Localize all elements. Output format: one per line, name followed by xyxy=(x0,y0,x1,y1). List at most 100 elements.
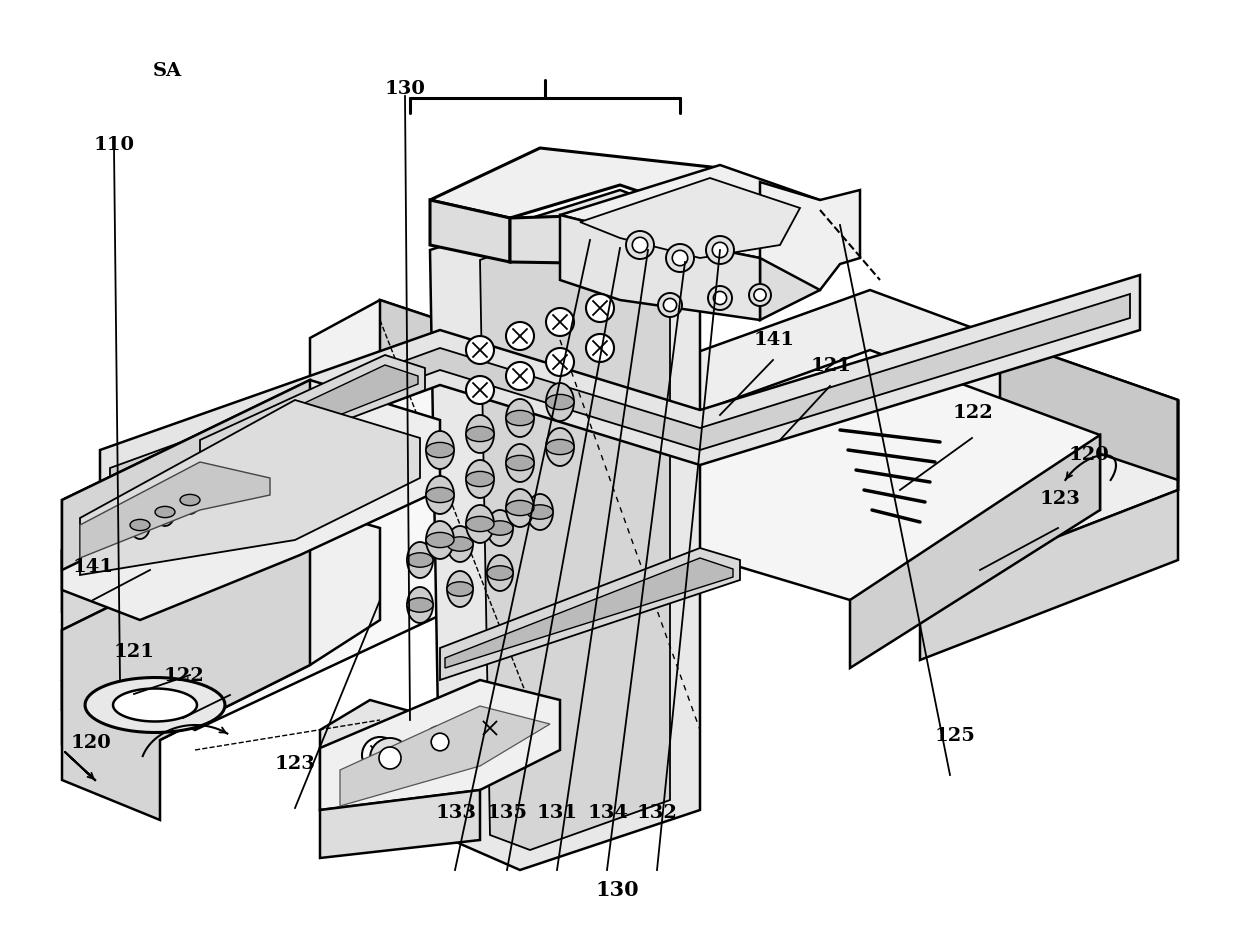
Polygon shape xyxy=(100,275,1140,510)
Ellipse shape xyxy=(446,526,472,562)
Circle shape xyxy=(466,376,494,404)
Ellipse shape xyxy=(546,383,574,421)
Circle shape xyxy=(546,348,574,376)
Polygon shape xyxy=(440,548,740,680)
Ellipse shape xyxy=(466,505,494,543)
Ellipse shape xyxy=(546,394,574,409)
Ellipse shape xyxy=(506,500,534,515)
Circle shape xyxy=(626,231,653,259)
Circle shape xyxy=(672,251,688,266)
Text: 131: 131 xyxy=(536,803,578,822)
Ellipse shape xyxy=(130,519,150,530)
Ellipse shape xyxy=(446,582,472,596)
Text: 135: 135 xyxy=(486,803,528,822)
Polygon shape xyxy=(620,350,1100,600)
Text: 121: 121 xyxy=(810,357,852,376)
Ellipse shape xyxy=(446,537,472,551)
Ellipse shape xyxy=(466,460,494,498)
Circle shape xyxy=(708,286,732,310)
Ellipse shape xyxy=(427,431,454,469)
Polygon shape xyxy=(135,358,370,558)
Ellipse shape xyxy=(506,399,534,437)
Circle shape xyxy=(666,244,694,272)
Ellipse shape xyxy=(466,472,494,487)
Ellipse shape xyxy=(527,505,553,519)
Polygon shape xyxy=(320,790,480,858)
Polygon shape xyxy=(480,205,670,850)
Text: 134: 134 xyxy=(588,803,627,822)
Ellipse shape xyxy=(506,410,534,426)
Polygon shape xyxy=(135,358,620,730)
Text: 141: 141 xyxy=(753,331,795,350)
Ellipse shape xyxy=(466,415,494,453)
Polygon shape xyxy=(62,420,310,688)
Polygon shape xyxy=(510,182,760,265)
Circle shape xyxy=(712,242,728,258)
Ellipse shape xyxy=(427,443,454,458)
Circle shape xyxy=(658,293,682,317)
Ellipse shape xyxy=(427,487,454,502)
Ellipse shape xyxy=(487,510,513,546)
Circle shape xyxy=(587,294,614,322)
Polygon shape xyxy=(430,200,510,262)
Circle shape xyxy=(546,308,574,336)
Ellipse shape xyxy=(407,587,433,623)
Polygon shape xyxy=(445,558,733,668)
Polygon shape xyxy=(62,300,620,670)
Polygon shape xyxy=(62,508,310,820)
Polygon shape xyxy=(760,182,861,290)
Circle shape xyxy=(713,292,727,305)
Text: 125: 125 xyxy=(935,727,975,746)
Ellipse shape xyxy=(155,498,175,526)
Polygon shape xyxy=(310,380,379,500)
Polygon shape xyxy=(81,400,420,575)
Polygon shape xyxy=(340,706,551,806)
Polygon shape xyxy=(86,678,224,733)
Circle shape xyxy=(362,737,398,773)
Text: 120: 120 xyxy=(71,733,110,752)
Text: 130: 130 xyxy=(386,80,425,99)
Ellipse shape xyxy=(155,506,175,517)
Ellipse shape xyxy=(506,456,534,471)
Ellipse shape xyxy=(466,427,494,442)
Circle shape xyxy=(477,715,503,741)
Polygon shape xyxy=(81,462,270,558)
Text: 130: 130 xyxy=(595,880,640,900)
Text: 133: 133 xyxy=(435,803,477,822)
Ellipse shape xyxy=(180,494,200,505)
Ellipse shape xyxy=(546,439,574,455)
Ellipse shape xyxy=(427,476,454,514)
Ellipse shape xyxy=(487,566,513,581)
Circle shape xyxy=(379,747,401,769)
Ellipse shape xyxy=(466,516,494,531)
Polygon shape xyxy=(62,508,379,740)
Circle shape xyxy=(506,322,534,350)
Circle shape xyxy=(432,733,449,751)
Polygon shape xyxy=(113,689,197,721)
Polygon shape xyxy=(320,680,560,810)
Text: 123: 123 xyxy=(275,755,315,774)
Circle shape xyxy=(370,738,410,778)
Polygon shape xyxy=(430,190,701,870)
Circle shape xyxy=(466,336,494,364)
Polygon shape xyxy=(62,380,310,570)
Ellipse shape xyxy=(487,555,513,591)
Circle shape xyxy=(706,236,734,264)
Ellipse shape xyxy=(180,486,200,514)
Text: 120: 120 xyxy=(1069,445,1109,464)
Circle shape xyxy=(663,298,677,311)
Polygon shape xyxy=(620,290,1178,590)
Text: 123: 123 xyxy=(1040,489,1080,508)
Text: 122: 122 xyxy=(164,666,203,685)
Ellipse shape xyxy=(527,494,553,530)
Polygon shape xyxy=(560,165,820,258)
Ellipse shape xyxy=(506,489,534,527)
Polygon shape xyxy=(580,178,800,258)
Polygon shape xyxy=(430,148,760,218)
Ellipse shape xyxy=(407,542,433,578)
Ellipse shape xyxy=(546,428,574,466)
Polygon shape xyxy=(200,355,425,475)
Polygon shape xyxy=(560,215,760,320)
Polygon shape xyxy=(62,500,310,750)
Text: 122: 122 xyxy=(954,404,993,422)
